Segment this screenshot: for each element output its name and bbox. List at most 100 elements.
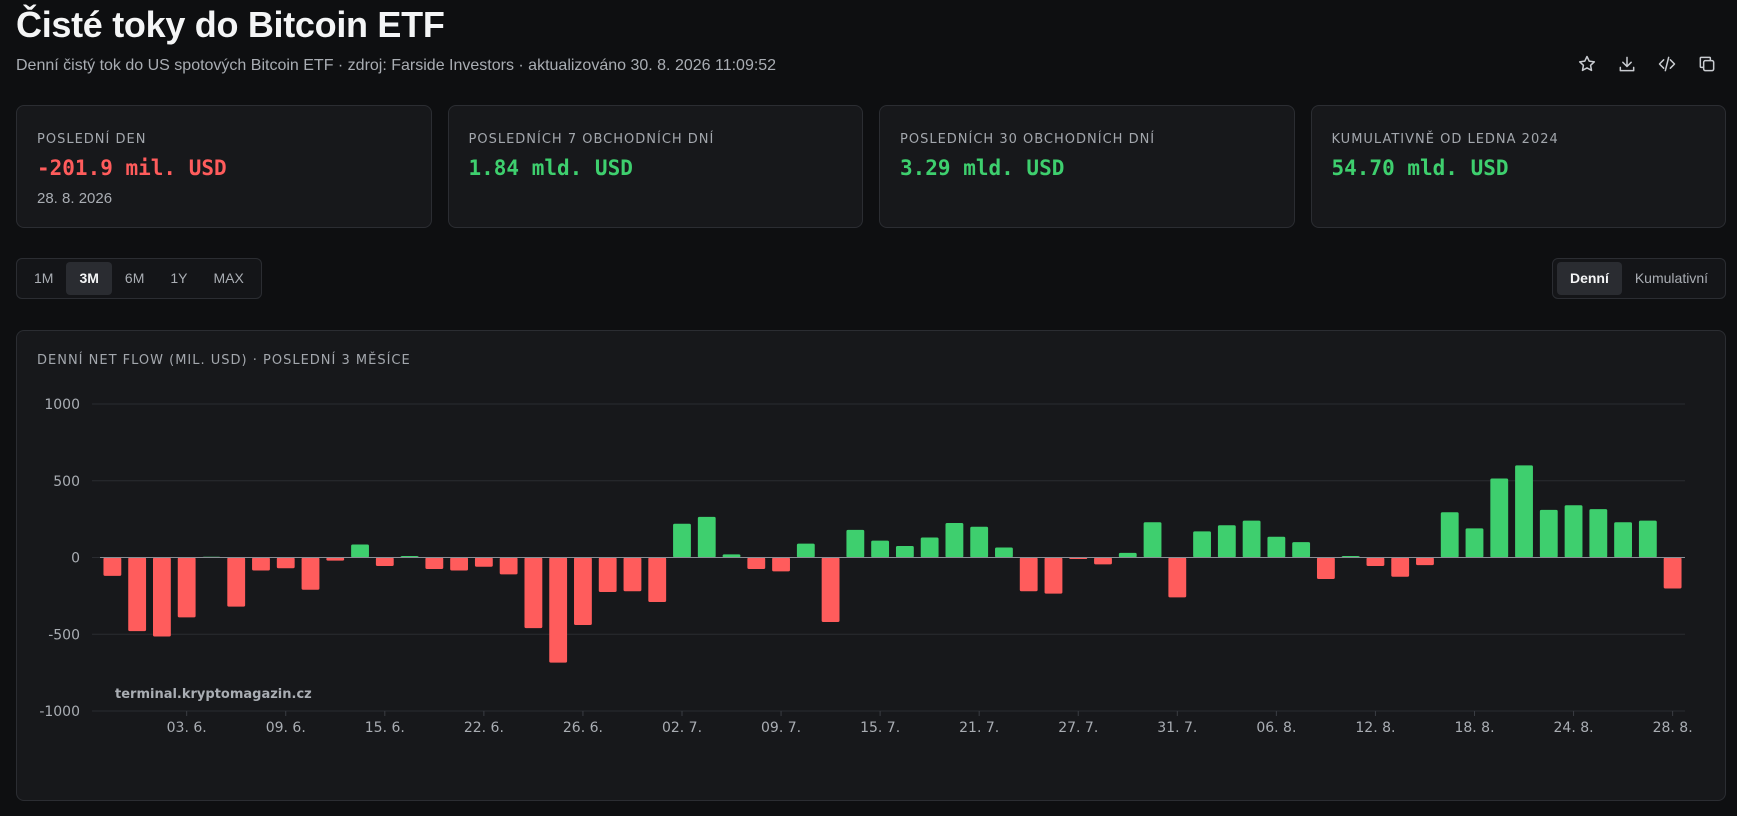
flow-bar[interactable] xyxy=(970,526,989,558)
flow-bar[interactable] xyxy=(648,557,667,603)
flow-bar[interactable] xyxy=(1589,509,1608,558)
flow-bar[interactable] xyxy=(1143,522,1162,558)
range-6m-button[interactable]: 6M xyxy=(124,270,145,286)
flow-bar[interactable] xyxy=(1217,525,1236,558)
flow-bar[interactable] xyxy=(895,545,914,558)
flow-bar[interactable] xyxy=(1440,512,1459,558)
x-tick-label: 28. 8. xyxy=(1653,720,1693,736)
chart-panel: DENNÍ NET FLOW (MIL. USD) · POSLEDNÍ 3 M… xyxy=(16,330,1726,801)
flow-bar[interactable] xyxy=(524,557,543,629)
flow-bar[interactable] xyxy=(1292,542,1311,558)
x-tick-label: 06. 8. xyxy=(1256,720,1296,736)
copy-icon[interactable] xyxy=(1693,50,1721,78)
flow-bar[interactable] xyxy=(152,557,171,637)
flow-bar[interactable] xyxy=(375,557,394,566)
flow-bar[interactable] xyxy=(747,557,766,570)
flow-bar[interactable] xyxy=(1564,505,1583,558)
download-icon[interactable] xyxy=(1613,50,1641,78)
flow-bar[interactable] xyxy=(1118,552,1137,558)
code-icon[interactable] xyxy=(1653,50,1681,78)
flow-bar[interactable] xyxy=(1242,520,1261,558)
range-1m-button[interactable]: 1M xyxy=(34,270,54,286)
flow-bar[interactable] xyxy=(673,523,691,558)
flow-bar[interactable] xyxy=(1614,522,1633,558)
page-subtitle: Denní čistý tok do US spotových Bitcoin … xyxy=(16,57,777,74)
flow-bar[interactable] xyxy=(623,557,642,592)
flow-bar[interactable] xyxy=(920,537,939,558)
flow-bar[interactable] xyxy=(722,554,741,558)
x-tick-label: 12. 8. xyxy=(1355,720,1395,736)
flow-bar[interactable] xyxy=(1539,509,1558,558)
page-title: Čisté toky do Bitcoin ETF xyxy=(16,4,445,45)
flow-bar[interactable] xyxy=(598,557,617,593)
range-max-button[interactable]: MAX xyxy=(213,270,244,286)
flow-bar[interactable] xyxy=(995,547,1013,558)
flow-bar[interactable] xyxy=(1366,557,1385,566)
x-tick-label: 09. 6. xyxy=(266,720,306,736)
net-flow-bar-chart: 1000 500 0 -500 -1000 03. 6. 09. 6. 15. 6. 22. 6… xyxy=(39,397,1693,736)
x-tick-label: 26. 6. xyxy=(563,720,603,736)
flow-bar[interactable] xyxy=(1416,557,1434,566)
stat-cards: POSLEDNÍ DEN -201.9 mil. USD 28. 8. 2026… xyxy=(16,105,1726,228)
flow-bar[interactable] xyxy=(772,557,790,572)
stat-card-30-days: POSLEDNÍCH 30 OBCHODNÍCH DNÍ 3.29 mld. U… xyxy=(879,105,1295,228)
flow-bar[interactable] xyxy=(425,557,444,570)
x-tick-label: 03. 6. xyxy=(167,720,207,736)
flow-bar[interactable] xyxy=(821,557,840,622)
flow-bar[interactable] xyxy=(945,522,964,558)
flow-bar[interactable] xyxy=(1044,557,1063,594)
flow-bar[interactable] xyxy=(574,557,592,626)
y-tick-label: -1000 xyxy=(39,704,80,720)
range-1y-button[interactable]: 1Y xyxy=(170,270,188,286)
stat-card-value: 3.29 mld. USD xyxy=(900,156,1065,180)
flow-bar[interactable] xyxy=(1663,557,1682,589)
flow-bar[interactable] xyxy=(326,557,345,561)
flow-bar[interactable] xyxy=(549,557,568,663)
flow-bar[interactable] xyxy=(1490,478,1509,558)
stat-card-value: 54.70 mld. USD xyxy=(1331,156,1509,180)
chart-title: DENNÍ NET FLOW (MIL. USD) · POSLEDNÍ 3 M… xyxy=(37,353,411,368)
range-3m-button[interactable]: 3M xyxy=(66,262,112,295)
flow-bar[interactable] xyxy=(697,516,716,558)
flow-bar[interactable] xyxy=(450,557,469,571)
flow-bar[interactable] xyxy=(871,540,890,558)
flow-bar[interactable] xyxy=(177,557,196,618)
flow-bar[interactable] xyxy=(499,557,518,575)
flow-bar[interactable] xyxy=(103,557,122,576)
flow-bar[interactable] xyxy=(1391,557,1410,577)
flow-bar[interactable] xyxy=(276,557,295,569)
x-tick-label: 15. 7. xyxy=(860,720,900,736)
stat-card-date: 28. 8. 2026 xyxy=(37,190,113,207)
flow-bar[interactable] xyxy=(796,543,815,558)
y-tick-label: 500 xyxy=(53,474,80,490)
flow-bar[interactable] xyxy=(252,557,270,571)
flow-bar[interactable] xyxy=(474,557,493,567)
stat-card-label: POSLEDNÍCH 30 OBCHODNÍCH DNÍ xyxy=(900,132,1156,147)
flow-bar[interactable] xyxy=(1638,520,1657,558)
flow-bar[interactable] xyxy=(846,529,865,558)
flow-bar[interactable] xyxy=(1465,528,1484,558)
flow-bar[interactable] xyxy=(1267,536,1286,558)
flow-bar[interactable] xyxy=(128,557,147,632)
mode-cumulative-button[interactable]: Kumulativní xyxy=(1634,270,1708,286)
flow-bar[interactable] xyxy=(1193,531,1211,558)
y-tick-label: 1000 xyxy=(44,397,80,413)
flow-bar[interactable] xyxy=(1316,557,1335,579)
x-tick-label: 15. 6. xyxy=(365,720,405,736)
stat-card-last-day: POSLEDNÍ DEN -201.9 mil. USD 28. 8. 2026 xyxy=(16,105,432,228)
stat-card-value: -201.9 mil. USD xyxy=(37,156,227,180)
stat-card-7-days: POSLEDNÍCH 7 OBCHODNÍCH DNÍ 1.84 mld. US… xyxy=(447,105,863,228)
x-tick-label: 31. 7. xyxy=(1157,720,1197,736)
flow-bar[interactable] xyxy=(1019,557,1038,592)
flow-bar[interactable] xyxy=(1168,557,1187,598)
flow-bar[interactable] xyxy=(1094,557,1112,565)
flow-bar[interactable] xyxy=(351,544,369,558)
mode-daily-button[interactable]: Denní xyxy=(1556,262,1622,295)
x-tick-label: 22. 6. xyxy=(464,720,504,736)
flow-bar[interactable] xyxy=(227,557,246,607)
header-actions xyxy=(1573,50,1721,78)
star-icon[interactable] xyxy=(1573,50,1601,78)
flow-bar[interactable] xyxy=(301,557,320,590)
flow-bar[interactable] xyxy=(1515,465,1533,558)
y-tick-label: -500 xyxy=(48,627,80,643)
